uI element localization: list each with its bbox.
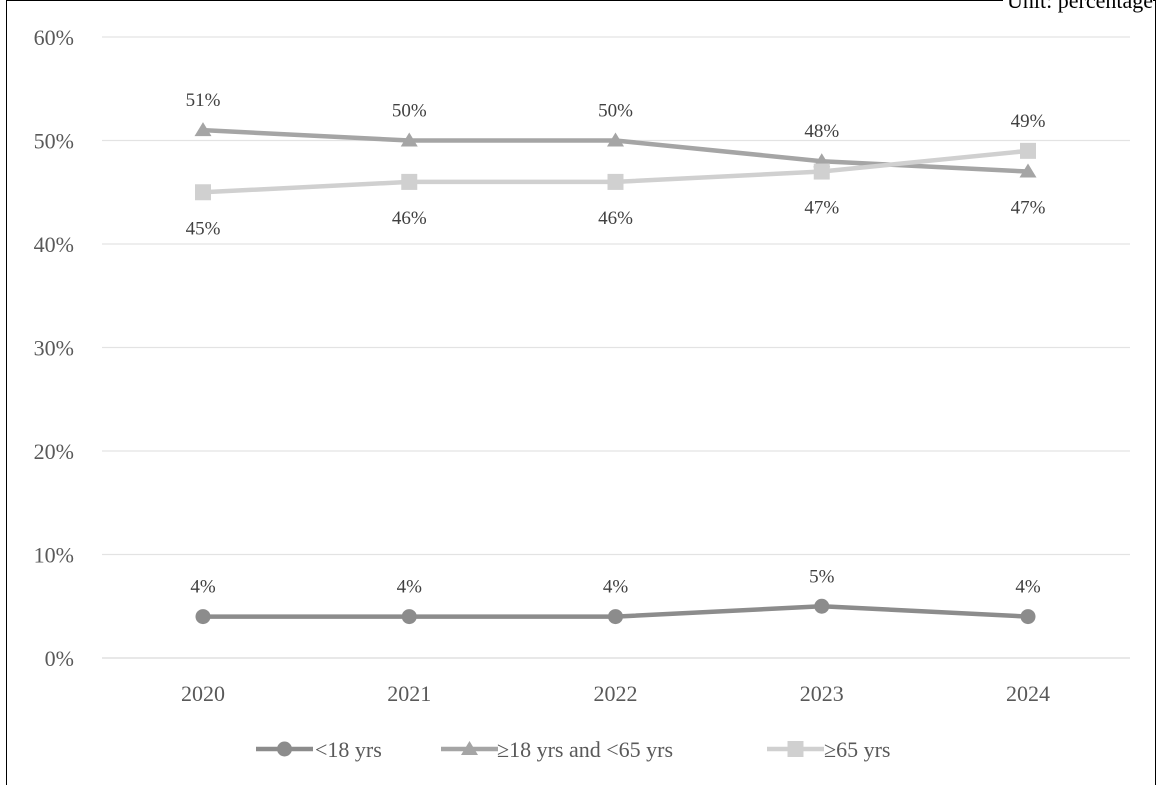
y-tick-label: 0% (45, 646, 74, 671)
chart-frame: Unit: percentage (6, 0, 1156, 785)
legend-label: <18 yrs (315, 737, 382, 762)
gridlines (102, 36, 1130, 659)
legend-label: ≥18 yrs and <65 yrs (497, 737, 673, 762)
data-point (195, 609, 211, 625)
y-tick-label: 10% (34, 543, 74, 568)
series-lines (194, 122, 1037, 625)
data-label: 46% (598, 208, 633, 229)
data-point (400, 132, 418, 147)
data-label: 47% (1011, 198, 1046, 219)
data-point (813, 163, 830, 180)
y-tick-label: 60% (34, 25, 74, 50)
data-point (401, 173, 418, 190)
data-point (461, 741, 478, 755)
legend-item: <18 yrs (256, 737, 382, 762)
data-label: 5% (809, 566, 835, 587)
legend: <18 yrs ≥18 yrs and <65 yrs ≥65 yrs (256, 737, 890, 762)
data-point (277, 741, 292, 757)
unit-note: Unit: percentage (1003, 0, 1153, 14)
data-point (607, 173, 624, 190)
data-label: 4% (190, 577, 216, 598)
data-point (787, 741, 804, 757)
x-tick-label: 2021 (387, 681, 431, 706)
data-label: 48% (804, 121, 839, 142)
y-axis-ticks: 0% 10% 20% 30% 40% 50% 60% (34, 25, 74, 671)
data-point (1020, 142, 1036, 159)
data-label: 47% (804, 198, 839, 219)
y-tick-label: 50% (34, 129, 74, 154)
data-label: 4% (397, 577, 423, 598)
x-tick-label: 2022 (594, 681, 638, 706)
y-tick-label: 40% (34, 232, 74, 257)
x-tick-label: 2020 (181, 681, 225, 706)
data-point (607, 132, 624, 147)
y-tick-label: 20% (34, 439, 74, 464)
data-label: 4% (1015, 577, 1041, 598)
data-point (401, 609, 417, 625)
data-point (814, 598, 830, 614)
data-point (195, 184, 211, 201)
legend-label: ≥65 yrs (824, 737, 890, 762)
data-label: 50% (598, 101, 633, 122)
series-2 (195, 142, 1036, 201)
data-labels: 4% 4% 4% 5% 4% 51% 50% 50% 48% 47% 45% 46% 46% 47% 49% (186, 90, 1046, 597)
series-1 (194, 122, 1037, 178)
data-point (1020, 609, 1036, 625)
data-point (194, 122, 212, 137)
data-label: 46% (392, 208, 427, 229)
data-label: 4% (603, 577, 629, 598)
data-point (608, 609, 623, 625)
data-label: 45% (186, 218, 221, 239)
legend-item: ≥18 yrs and <65 yrs (441, 737, 673, 762)
data-label: 49% (1011, 111, 1046, 132)
legend-item: ≥65 yrs (767, 737, 890, 762)
x-tick-label: 2023 (800, 681, 844, 706)
data-point (1019, 163, 1037, 178)
data-label: 50% (392, 101, 427, 122)
x-tick-label: 2024 (1006, 681, 1050, 706)
series-0 (195, 598, 1036, 625)
y-tick-label: 30% (34, 336, 74, 361)
x-axis-ticks: 2020 2021 2022 2023 2024 (181, 681, 1050, 706)
data-label: 51% (186, 90, 221, 111)
